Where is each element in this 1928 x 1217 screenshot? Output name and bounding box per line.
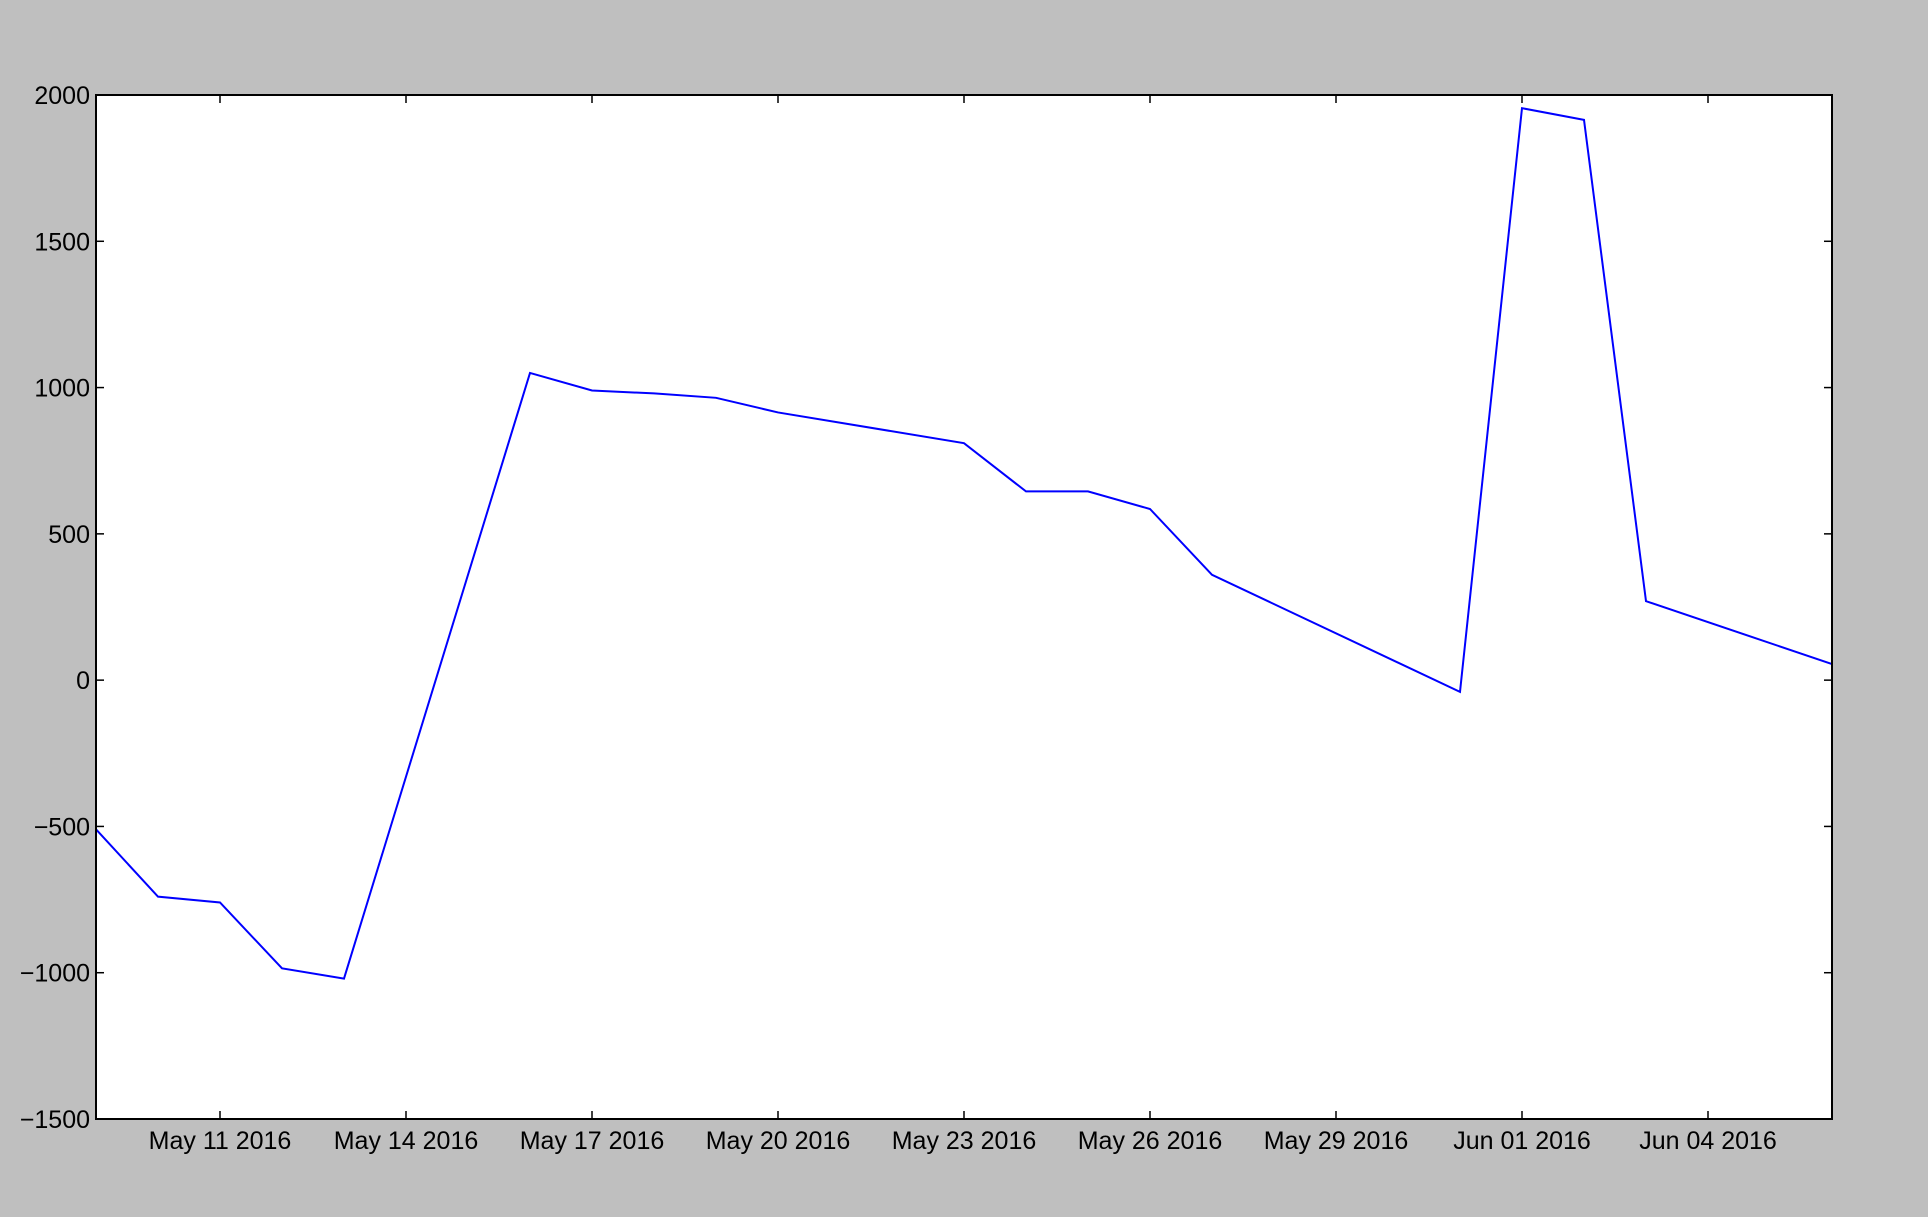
x-tick-label: May 29 2016 [1264, 1127, 1409, 1155]
plot-area [96, 95, 1832, 1119]
x-tick-label: Jun 01 2016 [1453, 1127, 1591, 1155]
y-tick-label: 1500 [34, 228, 90, 256]
y-tick-label: 1000 [34, 375, 90, 403]
y-tick-label: −1500 [20, 1106, 90, 1134]
x-tick-label: May 23 2016 [892, 1127, 1037, 1155]
y-tick-label: 2000 [34, 82, 90, 110]
x-tick-label: May 20 2016 [706, 1127, 851, 1155]
x-tick-label: May 26 2016 [1078, 1127, 1223, 1155]
y-tick-label: −1000 [20, 960, 90, 988]
y-tick-label: 0 [76, 667, 90, 695]
x-tick-label: Jun 04 2016 [1639, 1127, 1777, 1155]
x-tick-label: May 11 2016 [149, 1127, 292, 1155]
x-tick-label: May 17 2016 [520, 1127, 665, 1155]
y-tick-label: 500 [48, 521, 90, 549]
x-tick-label: May 14 2016 [334, 1127, 479, 1155]
y-tick-label: −500 [34, 813, 90, 841]
